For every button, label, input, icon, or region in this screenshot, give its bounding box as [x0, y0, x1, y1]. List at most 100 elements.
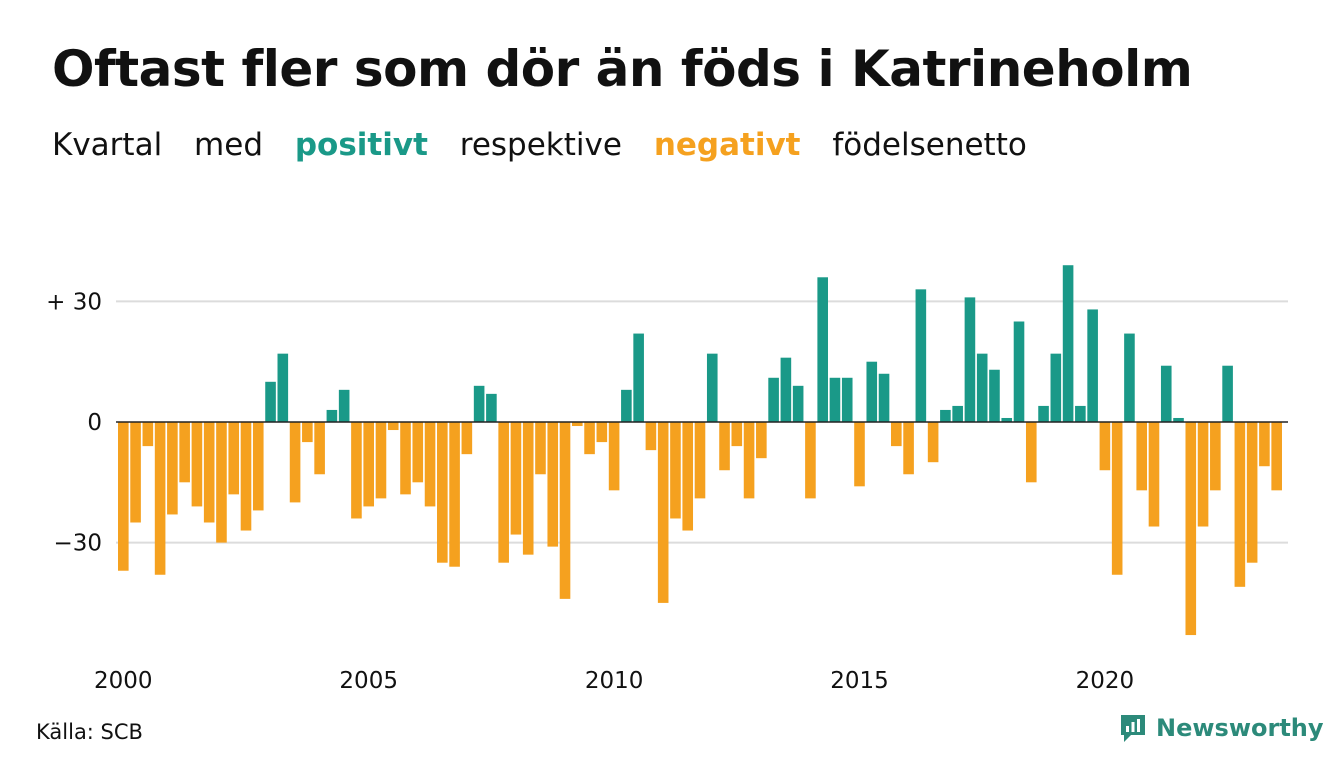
bar-negative — [461, 422, 473, 455]
bar-negative — [1259, 422, 1270, 467]
bar-negative — [645, 422, 657, 451]
chart-title: Oftast fler som dör än föds i Katrinehol… — [52, 40, 1193, 98]
x-tick-label: 2015 — [830, 668, 889, 694]
bar-negative — [302, 422, 313, 443]
y-tick-label: 0 — [87, 410, 102, 436]
bar-negative — [203, 422, 215, 523]
bar-positive — [976, 353, 988, 422]
bar-negative — [179, 422, 190, 483]
bar-negative — [571, 422, 583, 427]
bar-negative — [130, 422, 141, 523]
bar-negative — [216, 422, 227, 543]
bar-negative — [756, 422, 767, 459]
bar-negative — [1197, 422, 1209, 527]
bar-positive — [780, 357, 792, 422]
bar-positive — [964, 297, 976, 422]
bar-positive — [1222, 365, 1233, 422]
bar-negative — [118, 422, 129, 571]
bar-positive — [768, 377, 779, 422]
brand-logo: Newsworthy — [1118, 712, 1324, 744]
bar-negative — [596, 422, 608, 443]
bar-negative — [154, 422, 166, 575]
bar-positive — [1087, 309, 1098, 422]
bar-negative — [387, 422, 399, 431]
bar-positive — [265, 381, 276, 422]
bar-positive — [633, 333, 644, 422]
bar-negative — [731, 422, 743, 447]
bar-negative — [1210, 422, 1221, 491]
bar-negative — [1148, 422, 1160, 527]
bar-negative — [1234, 422, 1246, 587]
bar-positive — [338, 389, 350, 422]
bar-negative — [1185, 422, 1197, 636]
bar-negative — [400, 422, 411, 495]
bar-negative — [719, 422, 730, 471]
subtitle-text-med: med — [194, 127, 263, 163]
bar-negative — [1136, 422, 1148, 491]
bar-negative — [363, 422, 374, 507]
bar-negative — [1271, 422, 1282, 491]
source-note: Källa: SCB — [36, 720, 143, 744]
bar-positive — [915, 289, 927, 422]
newsworthy-logo-icon — [1121, 715, 1145, 742]
bar-positive — [1001, 417, 1013, 422]
bar-positive — [817, 277, 828, 422]
bar-positive — [1038, 405, 1049, 422]
bar-positive — [940, 409, 951, 422]
bar-positive — [1075, 405, 1086, 422]
bar-positive — [866, 361, 878, 422]
bar-negative — [584, 422, 595, 455]
bar-negative — [927, 422, 939, 463]
bar-positive — [841, 377, 853, 422]
bar-negative — [657, 422, 669, 603]
bar-negative — [1025, 422, 1037, 483]
bar-negative — [559, 422, 571, 599]
bar-negative — [240, 422, 252, 531]
bar-negative — [510, 422, 522, 535]
bar-positive — [1160, 365, 1172, 422]
y-tick-label: −30 — [53, 531, 102, 557]
bar-negative — [228, 422, 240, 495]
bar-negative — [1246, 422, 1258, 563]
bar-negative — [167, 422, 178, 515]
bar-negative — [854, 422, 865, 487]
subtitle-negative-label: negativt — [653, 127, 801, 163]
bars — [118, 265, 1282, 636]
y-tick-label: + 30 — [46, 289, 102, 315]
axes: + 30 0 −30 2000 2005 2010 2015 2020 — [46, 289, 1288, 694]
bar-positive — [277, 353, 289, 422]
subtitle-text-fodelsenetto: födelsenetto — [832, 127, 1027, 163]
bar-positive — [1124, 333, 1135, 422]
bar-negative — [351, 422, 362, 519]
bar-negative — [424, 422, 436, 507]
x-tick-label: 2000 — [94, 668, 153, 694]
bar-negative — [437, 422, 448, 563]
bar-positive — [792, 385, 804, 422]
bar-negative — [498, 422, 509, 563]
bar-negative — [743, 422, 755, 499]
bar-positive — [1173, 417, 1184, 422]
bar-positive — [1062, 265, 1074, 422]
bar-negative — [522, 422, 534, 555]
bar-negative — [252, 422, 264, 511]
bar-positive — [326, 409, 338, 422]
bar-positive — [486, 393, 497, 422]
bar-negative — [191, 422, 203, 507]
bar-negative — [891, 422, 902, 447]
brand-name: Newsworthy — [1156, 714, 1324, 742]
chart-subtitle: Kvartal med positivt respektive negativt… — [52, 127, 1049, 163]
bar-positive — [473, 385, 485, 422]
bar-positive — [829, 377, 841, 422]
bar-negative — [694, 422, 706, 499]
bar-positive — [878, 373, 890, 422]
bar-negative — [449, 422, 460, 567]
bar-negative — [682, 422, 694, 531]
bar-negative — [535, 422, 546, 475]
bar-positive — [989, 369, 1000, 422]
bar-negative — [608, 422, 620, 491]
bar-positive — [1013, 321, 1025, 422]
subtitle-text-respektive: respektive — [459, 127, 622, 163]
bar-negative — [670, 422, 681, 519]
bar-negative — [289, 422, 301, 503]
